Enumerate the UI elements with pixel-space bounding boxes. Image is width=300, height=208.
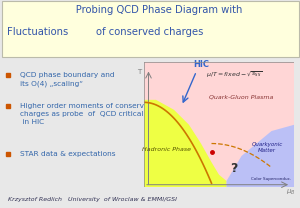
Text: Quark-Gluon Plasma: Quark-Gluon Plasma (209, 95, 274, 100)
Text: $\mu_B$: $\mu_B$ (286, 187, 296, 197)
Text: Fluctuations: Fluctuations (8, 27, 69, 37)
Text: Quarkyonic
Matter: Quarkyonic Matter (251, 142, 283, 153)
Text: Krzysztof Redlich   University  of Wroclaw & EMMI/GSI: Krzysztof Redlich University of Wroclaw … (8, 197, 176, 202)
Polygon shape (226, 125, 294, 187)
Text: STAR data & expectations: STAR data & expectations (20, 151, 115, 157)
Text: HIC: HIC (193, 60, 209, 69)
Text: ?: ? (230, 162, 238, 175)
FancyBboxPatch shape (2, 1, 298, 57)
Polygon shape (144, 100, 226, 187)
Text: of conserved charges: of conserved charges (96, 27, 204, 37)
Text: $\mu / T = fixed - \sqrt{s_{_{NN}}}$: $\mu / T = fixed - \sqrt{s_{_{NN}}}$ (206, 70, 262, 80)
Text: QCD phase boundary and
its O(4) „scaling“: QCD phase boundary and its O(4) „scaling… (20, 72, 114, 87)
Text: Color Superconduc.: Color Superconduc. (251, 177, 292, 181)
Text: Hadronic Phase: Hadronic Phase (142, 147, 191, 152)
Text: Probing QCD Phase Diagram with: Probing QCD Phase Diagram with (57, 5, 243, 15)
Text: Higher order moments of conserved
charges as probe  of  QCD criticality
 in HIC: Higher order moments of conserved charge… (20, 103, 153, 125)
Text: T: T (137, 69, 142, 75)
